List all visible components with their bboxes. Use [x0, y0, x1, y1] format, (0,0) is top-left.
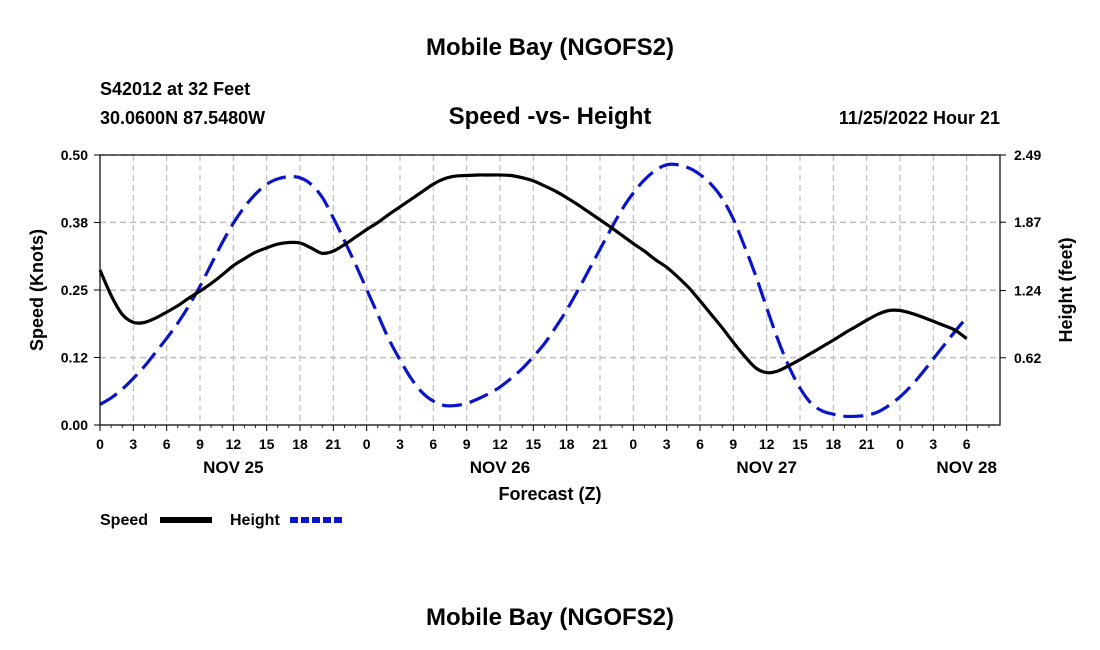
x-tick-label: 18: [559, 436, 575, 452]
x-tick-label: 18: [292, 436, 308, 452]
x-tick-label: 6: [163, 436, 171, 452]
forecast-timestamp: 11/25/2022 Hour 21: [839, 108, 1000, 128]
x-tick-label: 0: [629, 436, 637, 452]
legend-speed-label: Speed: [100, 512, 148, 529]
x-tick-label: 3: [129, 436, 137, 452]
x-day-label: NOV 27: [736, 458, 796, 477]
x-tick-label: 21: [859, 436, 875, 452]
axes: 0 3 6 9 12 15 18 21 0 3 6 9 12 15 18 21 0 3 6 9 12 15 18 21 0 3 6 N…: [61, 147, 1042, 477]
height-series-line: [99, 162, 968, 419]
x-tick-label: 3: [663, 436, 671, 452]
y-right-tick-label: 0.62: [1014, 350, 1041, 366]
legend: Speed Height: [100, 512, 342, 529]
y-left-tick-label: 0.50: [61, 147, 88, 163]
x-day-label: NOV 25: [203, 458, 263, 477]
legend-height-label: Height: [230, 512, 280, 529]
x-tick-label: 21: [592, 436, 608, 452]
x-tick-label: 15: [259, 436, 275, 452]
x-tick-label: 0: [96, 436, 104, 452]
y-right-tick-label: 1.24: [1014, 283, 1041, 299]
speed-series-line: [98, 173, 968, 375]
x-axis-label: Forecast (Z): [498, 484, 601, 504]
x-tick-label: 3: [396, 436, 404, 452]
x-tick-label: 9: [196, 436, 204, 452]
x-tick-label: 12: [492, 436, 508, 452]
x-tick-label: 12: [226, 436, 242, 452]
y-left-tick-label: 0.00: [61, 417, 88, 433]
x-tick-label: 6: [696, 436, 704, 452]
x-tick-label: 15: [526, 436, 542, 452]
x-tick-label: 18: [826, 436, 842, 452]
y-right-tick-label: 2.49: [1014, 147, 1041, 163]
y-left-tick-label: 0.25: [61, 282, 88, 298]
x-day-label: NOV 28: [936, 458, 996, 477]
x-tick-label: 0: [896, 436, 904, 452]
station-id: S42012 at 32 Feet: [100, 79, 250, 99]
x-tick-label: 12: [759, 436, 775, 452]
y-left-tick-label: 0.38: [61, 215, 88, 231]
y-axis-left-label: Speed (Knots): [27, 229, 47, 351]
x-tick-label: 9: [729, 436, 737, 452]
chart-title: Speed -vs- Height: [449, 103, 652, 130]
x-tick-label: 15: [792, 436, 808, 452]
station-coords: 30.0600N 87.5480W: [100, 108, 265, 128]
series-layer: [98, 162, 968, 419]
main-title: Mobile Bay (NGOFS2): [426, 34, 674, 61]
y-right-tick-label: 1.87: [1014, 214, 1041, 230]
x-tick-label: 3: [929, 436, 937, 452]
x-tick-label: 6: [963, 436, 971, 452]
x-tick-label: 6: [429, 436, 437, 452]
y-left-tick-label: 0.12: [61, 350, 88, 366]
x-tick-label: 21: [326, 436, 342, 452]
x-tick-label: 9: [463, 436, 471, 452]
y-axis-right-label: Height (feet): [1056, 238, 1076, 343]
x-day-label: NOV 26: [470, 458, 530, 477]
footer-title: Mobile Bay (NGOFS2): [426, 604, 674, 631]
x-tick-label: 0: [363, 436, 371, 452]
